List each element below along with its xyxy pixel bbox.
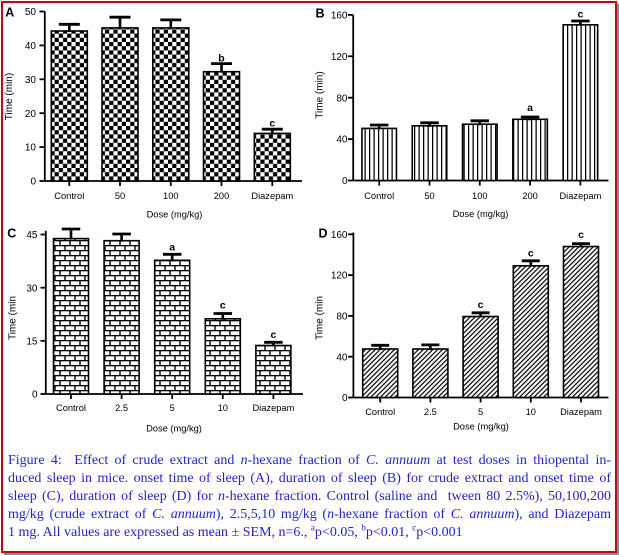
svg-text:100: 100 <box>472 191 488 201</box>
svg-text:C: C <box>7 227 16 241</box>
svg-text:0: 0 <box>342 176 348 187</box>
svg-text:0: 0 <box>32 390 38 401</box>
svg-text:80: 80 <box>336 312 348 323</box>
svg-text:10: 10 <box>218 403 228 413</box>
svg-text:c: c <box>528 248 534 260</box>
svg-text:Time (min: Time (min <box>8 296 19 340</box>
svg-text:Diazepam: Diazepam <box>251 191 293 201</box>
svg-text:5: 5 <box>478 407 483 417</box>
svg-text:Time (min: Time (min <box>315 296 326 340</box>
svg-text:50: 50 <box>25 7 37 18</box>
svg-text:Dose (mg/kg): Dose (mg/kg) <box>453 421 509 431</box>
svg-text:Diazepam: Diazepam <box>559 191 601 201</box>
svg-text:100: 100 <box>163 191 179 201</box>
svg-text:200: 200 <box>214 191 230 201</box>
svg-text:a: a <box>527 102 533 114</box>
svg-text:160: 160 <box>331 11 348 22</box>
svg-text:Dose (mg/kg): Dose (mg/kg) <box>147 209 203 219</box>
svg-text:40: 40 <box>336 135 348 146</box>
svg-text:Dose (mg/kg): Dose (mg/kg) <box>146 424 202 434</box>
svg-text:Dose (mg/kg): Dose (mg/kg) <box>453 209 509 219</box>
svg-text:B: B <box>316 7 325 21</box>
svg-text:c: c <box>269 118 275 130</box>
svg-text:0: 0 <box>30 177 36 188</box>
svg-text:Diazepam: Diazepam <box>252 403 294 413</box>
svg-text:b: b <box>218 52 224 64</box>
svg-text:50: 50 <box>424 191 434 201</box>
svg-text:Diazepam: Diazepam <box>560 407 602 417</box>
svg-text:5: 5 <box>170 403 175 413</box>
svg-text:D: D <box>319 227 328 241</box>
svg-text:c: c <box>220 299 226 311</box>
svg-text:160: 160 <box>331 230 348 241</box>
svg-text:2.5: 2.5 <box>424 407 437 417</box>
svg-text:Time (min): Time (min) <box>4 73 15 120</box>
svg-text:40: 40 <box>336 352 348 363</box>
svg-text:Control: Control <box>56 403 86 413</box>
svg-text:10: 10 <box>25 143 37 154</box>
svg-text:10: 10 <box>526 407 536 417</box>
svg-text:80: 80 <box>336 93 348 104</box>
svg-text:c: c <box>578 229 584 241</box>
svg-text:c: c <box>478 299 484 311</box>
svg-text:50: 50 <box>115 191 125 201</box>
svg-text:15: 15 <box>26 336 38 347</box>
svg-text:Control: Control <box>54 191 84 201</box>
svg-text:Time (min): Time (min) <box>315 71 326 118</box>
svg-text:20: 20 <box>25 109 37 120</box>
svg-text:A: A <box>5 5 14 19</box>
svg-text:c: c <box>270 329 276 341</box>
svg-text:c: c <box>577 8 583 20</box>
svg-text:45: 45 <box>26 230 38 241</box>
svg-text:120: 120 <box>331 52 348 63</box>
svg-text:40: 40 <box>25 41 37 52</box>
svg-text:30: 30 <box>26 283 38 294</box>
svg-text:30: 30 <box>25 75 37 86</box>
svg-text:2.5: 2.5 <box>115 403 128 413</box>
svg-text:Control: Control <box>364 191 394 201</box>
svg-text:200: 200 <box>522 191 538 201</box>
svg-text:a: a <box>169 241 175 253</box>
svg-text:0: 0 <box>342 393 348 404</box>
svg-text:Control: Control <box>365 407 395 417</box>
svg-text:120: 120 <box>331 271 348 282</box>
